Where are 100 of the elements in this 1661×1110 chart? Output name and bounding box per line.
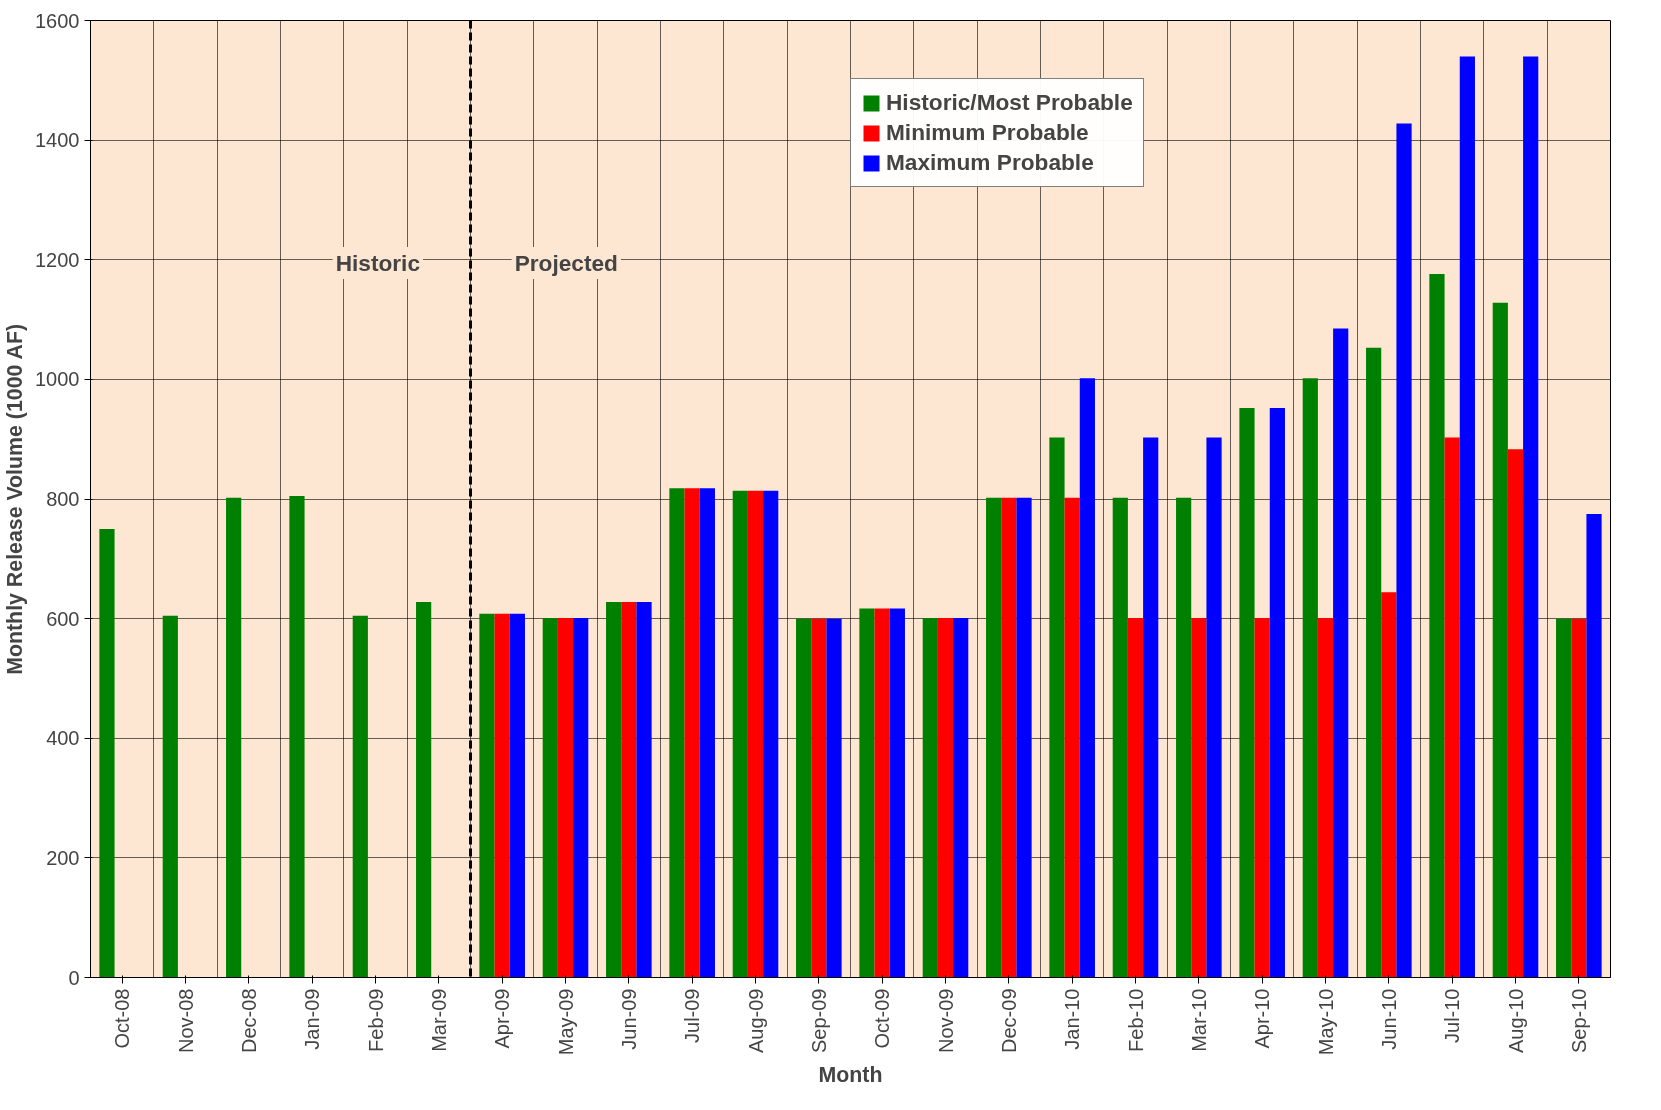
- bar: [747, 490, 764, 978]
- bar: [1064, 497, 1080, 978]
- bar: [684, 488, 700, 978]
- x-tick-label: Mar-10: [1187, 988, 1210, 1052]
- x-tick-label: Apr-10: [1251, 988, 1274, 1049]
- bar: [1127, 618, 1144, 978]
- bar: [1143, 437, 1159, 978]
- y-tick-label: 400: [46, 727, 80, 750]
- bar: [763, 490, 779, 978]
- bar: [479, 613, 495, 978]
- x-tick-label: Sep-10: [1567, 988, 1590, 1053]
- x-tick-label: Oct-09: [871, 988, 894, 1049]
- bar: [1079, 378, 1095, 978]
- bar: [986, 497, 1002, 978]
- bar: [416, 601, 432, 978]
- y-tick-label: 200: [46, 846, 80, 869]
- bar: [1016, 497, 1032, 978]
- bar: [937, 618, 954, 978]
- annotation: Historic: [335, 249, 421, 276]
- bar: [732, 490, 748, 978]
- x-tick-label: Dec-08: [237, 988, 260, 1053]
- y-axis-title: Monthly Release Volume (1000 AF): [3, 323, 28, 675]
- bar: [874, 608, 890, 978]
- bar: [1317, 618, 1334, 978]
- x-tick-label: Mar-09: [427, 988, 450, 1052]
- x-tick-label: Sep-09: [807, 988, 830, 1053]
- bar: [1586, 513, 1602, 978]
- bar: [1396, 123, 1412, 978]
- x-tick-label: Aug-09: [744, 988, 767, 1053]
- bar: [1176, 497, 1192, 978]
- bar: [1206, 437, 1222, 978]
- legend-label: Historic/Most Probable: [886, 89, 1133, 116]
- bar: [1239, 408, 1255, 978]
- x-tick-label: Oct-08: [111, 988, 134, 1049]
- bar: [1429, 274, 1445, 978]
- annotation: Projected: [514, 249, 618, 276]
- bar: [1492, 302, 1508, 978]
- x-tick-label: Nov-09: [934, 988, 957, 1053]
- bar: [889, 608, 905, 978]
- legend-label: Maximum Probable: [886, 149, 1094, 176]
- bar: [1269, 408, 1285, 978]
- bar: [557, 618, 574, 978]
- x-tick-label: Aug-10: [1504, 988, 1527, 1053]
- bar: [811, 618, 827, 978]
- bar: [669, 488, 685, 978]
- x-tick-label: Dec-09: [997, 988, 1020, 1053]
- bar: [573, 618, 589, 978]
- bar: [1191, 618, 1207, 978]
- y-tick-label: 800: [46, 488, 80, 510]
- bar: [922, 618, 938, 978]
- legend-label: Minimum Probable: [886, 119, 1089, 146]
- bar: [1507, 449, 1524, 978]
- x-tick-label: May-10: [1314, 988, 1337, 1056]
- x-tick-label: Apr-09: [491, 988, 514, 1049]
- bar: [1049, 437, 1065, 978]
- bar: [796, 618, 812, 978]
- bar: [699, 488, 715, 978]
- bar: [99, 528, 115, 978]
- x-axis-title: Month: [818, 1063, 883, 1088]
- bar: [1556, 618, 1572, 978]
- bar: [1254, 618, 1270, 978]
- bar: [289, 496, 305, 978]
- bar: [826, 618, 842, 978]
- bar: [621, 601, 637, 978]
- x-tick-label: Feb-10: [1124, 988, 1147, 1052]
- bar: [1381, 592, 1397, 978]
- y-tick-label: 1000: [35, 368, 80, 391]
- bar: [606, 601, 622, 978]
- bar: [1302, 378, 1318, 978]
- y-tick-label: 1600: [35, 9, 80, 32]
- bar: [1112, 497, 1128, 978]
- x-tick-label: May-09: [554, 988, 577, 1056]
- x-tick-label: Nov-08: [174, 988, 197, 1053]
- x-tick-label: Feb-09: [364, 988, 387, 1052]
- x-tick-label: Jan-10: [1061, 988, 1084, 1050]
- bar: [1333, 328, 1349, 978]
- bar: [1001, 497, 1017, 978]
- x-tick-label: Jan-09: [301, 988, 324, 1050]
- bar: [953, 618, 969, 978]
- x-tick-label: Jul-09: [681, 988, 704, 1043]
- bar: [494, 613, 510, 978]
- x-tick-label: Jun-09: [617, 988, 640, 1050]
- bar: [1523, 56, 1539, 978]
- bar: [226, 497, 242, 978]
- bar: [542, 618, 558, 978]
- y-tick-label: 600: [46, 607, 80, 630]
- x-tick-label: Jul-10: [1441, 988, 1464, 1043]
- y-tick-label: 1200: [35, 248, 80, 271]
- x-tick-label: Jun-10: [1377, 988, 1400, 1050]
- bar: [352, 615, 368, 978]
- bar: [1571, 618, 1587, 978]
- bar: [1444, 437, 1460, 978]
- y-tick-label: 1400: [35, 129, 80, 152]
- bar: [636, 601, 652, 978]
- bar: [859, 608, 875, 978]
- bar: [509, 613, 525, 978]
- bar: [1366, 347, 1382, 978]
- bar: [162, 615, 178, 978]
- y-tick-label: 0: [68, 966, 80, 989]
- bar: [1459, 56, 1475, 978]
